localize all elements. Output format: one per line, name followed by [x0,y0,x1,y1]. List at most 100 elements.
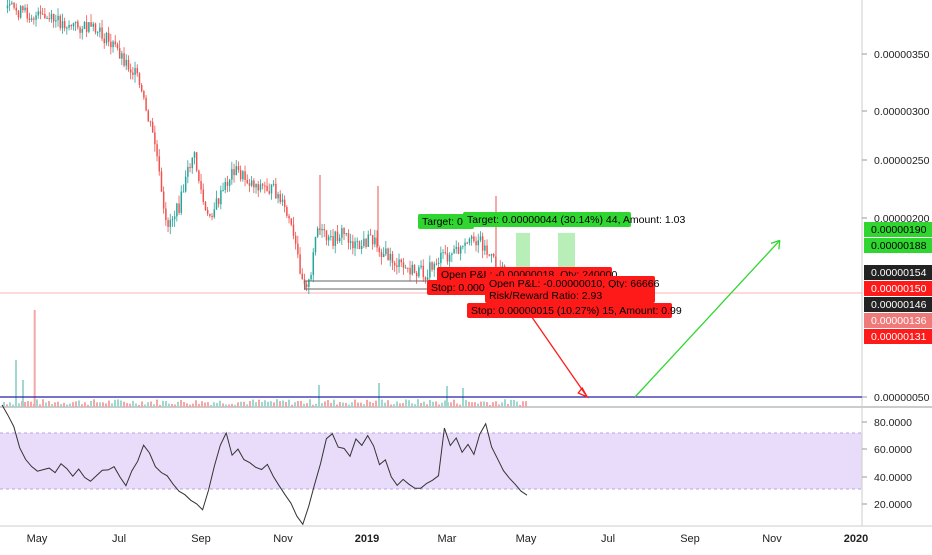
volume-bar [351,402,353,407]
rsi-tick-label: 60.0000 [874,444,912,456]
stop-label-short-text: Stop: 0.0000 [431,282,491,294]
rsi-tick-label: 20.0000 [874,499,912,511]
price-badge-label: 0.00000190 [871,224,927,236]
candle-body [189,166,191,169]
volume-bar [309,399,311,407]
candle-body [61,21,64,29]
volume-bar [420,402,422,407]
volume-bar [213,402,215,407]
candle-body [33,18,35,20]
candle-body [382,254,385,257]
candle-body [50,13,53,20]
volume-bar [366,399,368,407]
volume-bar [435,401,437,407]
volume-bar [252,399,254,407]
candle-body [11,2,13,4]
volume-bar [75,401,77,407]
candle-body [180,191,183,213]
volume-bar [165,401,167,407]
candle-body [37,11,40,16]
volume-bar [207,402,209,407]
rsi-band [0,433,862,489]
volume-bar [393,404,395,407]
stop-label-text: Stop: 0.00000015 (10.27%) 15, Amount: 0.… [471,305,682,317]
candle-body [470,236,473,239]
candle-body [140,84,143,92]
volume-bar [45,402,47,407]
candle-body [303,279,306,285]
volume-bar [159,404,161,407]
volume-bar [42,399,44,407]
candle-body [286,207,288,216]
volume-bar [306,403,308,407]
candle-body [44,14,46,19]
candle-body [195,152,198,171]
candle-body [308,279,310,287]
volume-bar [12,404,14,407]
volume-bar [375,400,377,407]
candle-body [277,194,279,199]
volume-bar-tall [378,383,380,407]
candle-body [226,181,229,186]
candle-body [59,15,62,29]
candle-body [26,7,29,19]
candle-body [347,233,350,243]
volume-bar-tall [22,380,24,407]
volume-bar [204,402,206,407]
candle-body [222,190,224,192]
volume-bar [396,401,398,407]
volume-bar [414,404,416,407]
volume-bar [429,400,431,407]
volume-bar [150,401,152,407]
y-tick-label: 0.00000050 [874,392,930,404]
candle-body [327,236,330,241]
candle-body [182,191,185,193]
volume-bar [507,403,509,407]
volume-bar [288,399,290,407]
x-tick-label: Nov [762,533,782,545]
y-tick-label: 0.00000250 [874,155,930,167]
candle-body [143,91,145,98]
volume-bar [132,400,134,407]
candle-body [151,121,154,133]
volume-bar [39,404,41,407]
candle-body [418,267,420,277]
volume-bar [63,402,65,407]
candle-body [440,252,442,263]
candle-body [127,59,130,70]
volume-bar [522,401,524,407]
volume-bar [177,401,179,407]
rsi-tick-label: 40.0000 [874,472,912,484]
volume-bar [90,400,92,407]
candle-body [270,184,273,194]
candle-body [310,274,312,280]
volume-bar [183,402,185,407]
candle-body [378,247,381,253]
candle-body [336,231,339,241]
volume-bar [240,401,242,407]
candle-body [72,23,75,27]
volume-bar [246,404,248,407]
candle-body [356,241,359,243]
volume-bar [492,402,494,407]
price-badge-bg [864,238,932,253]
candle-body [332,236,334,246]
rr-label-text: Risk/Reward Ratio: 2.93 [489,290,602,302]
volume-bar [261,402,263,407]
price-badge: 0.00000188 [864,238,932,253]
volume-bar [234,404,236,407]
position-tools[interactable]: Target: 0. Target: 0.00000044 (30.14%) 44… [304,212,781,399]
volume-bar [387,400,389,407]
candle-body [393,262,396,266]
volume-bar [279,401,281,407]
candle-body [312,252,315,275]
stop-label: Stop: 0.00000015 (10.27%) 15, Amount: 0.… [467,303,682,318]
candle-body [248,183,251,186]
candle-body [92,23,95,27]
candle-body [35,15,37,20]
candle-body [400,259,403,263]
rsi-line [1,404,528,526]
volume-bar [102,402,104,407]
